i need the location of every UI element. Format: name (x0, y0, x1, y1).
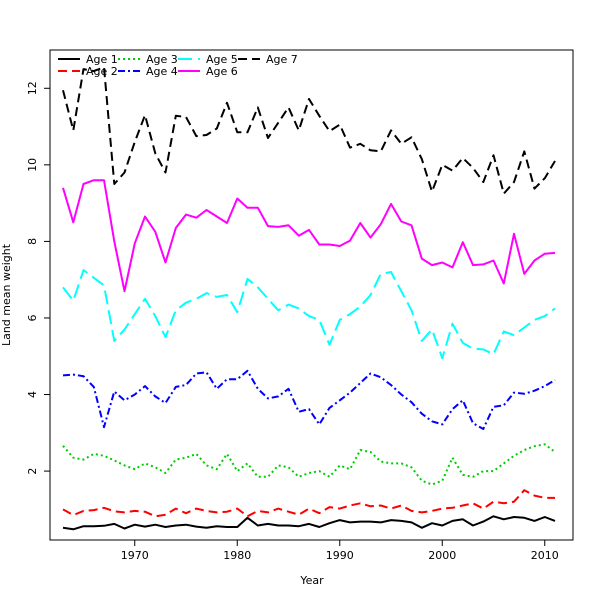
legend-label-3: Age 3 (146, 53, 178, 66)
series-line-3 (62, 443, 556, 486)
y-tick-label: 2 (26, 468, 39, 475)
legend: Age 1 Age 3 Age 5 Age 7 Age 2 Age 4 Age 6 (58, 53, 298, 78)
legend-label-2: Age 2 (86, 65, 118, 78)
legend-label-7: Age 7 (266, 53, 298, 66)
x-tick-label: 2010 (531, 549, 559, 562)
legend-label-6: Age 6 (206, 65, 238, 78)
x-tick-label: 1980 (223, 549, 251, 562)
y-tick-label: 6 (26, 314, 39, 321)
x-axis-label: Year (299, 574, 324, 587)
y-tick-label: 4 (26, 391, 39, 398)
plot-frame (49, 49, 574, 541)
y-tick-label: 10 (26, 158, 39, 172)
y-axis-label: Land mean weight (0, 243, 13, 346)
legend-label-4: Age 4 (146, 65, 178, 78)
y-tick-label: 8 (26, 238, 39, 245)
series-line-5 (62, 269, 556, 360)
series-line-7 (62, 66, 556, 195)
y-tick-label: 12 (26, 81, 39, 95)
x-tick-label: 1970 (121, 549, 149, 562)
series-line-4 (62, 369, 556, 430)
legend-label-1: Age 1 (86, 53, 118, 66)
x-tick-label: 1990 (326, 549, 354, 562)
series-line-2 (62, 489, 555, 518)
axes-layer: 1970 1980 1990 2000 2010 2 4 6 8 10 12 (26, 81, 559, 562)
series-line-6 (62, 179, 556, 293)
legend-label-5: Age 5 (206, 53, 238, 66)
series-line-1 (62, 515, 556, 531)
series-layer (62, 66, 556, 531)
x-tick-label: 2000 (428, 549, 456, 562)
